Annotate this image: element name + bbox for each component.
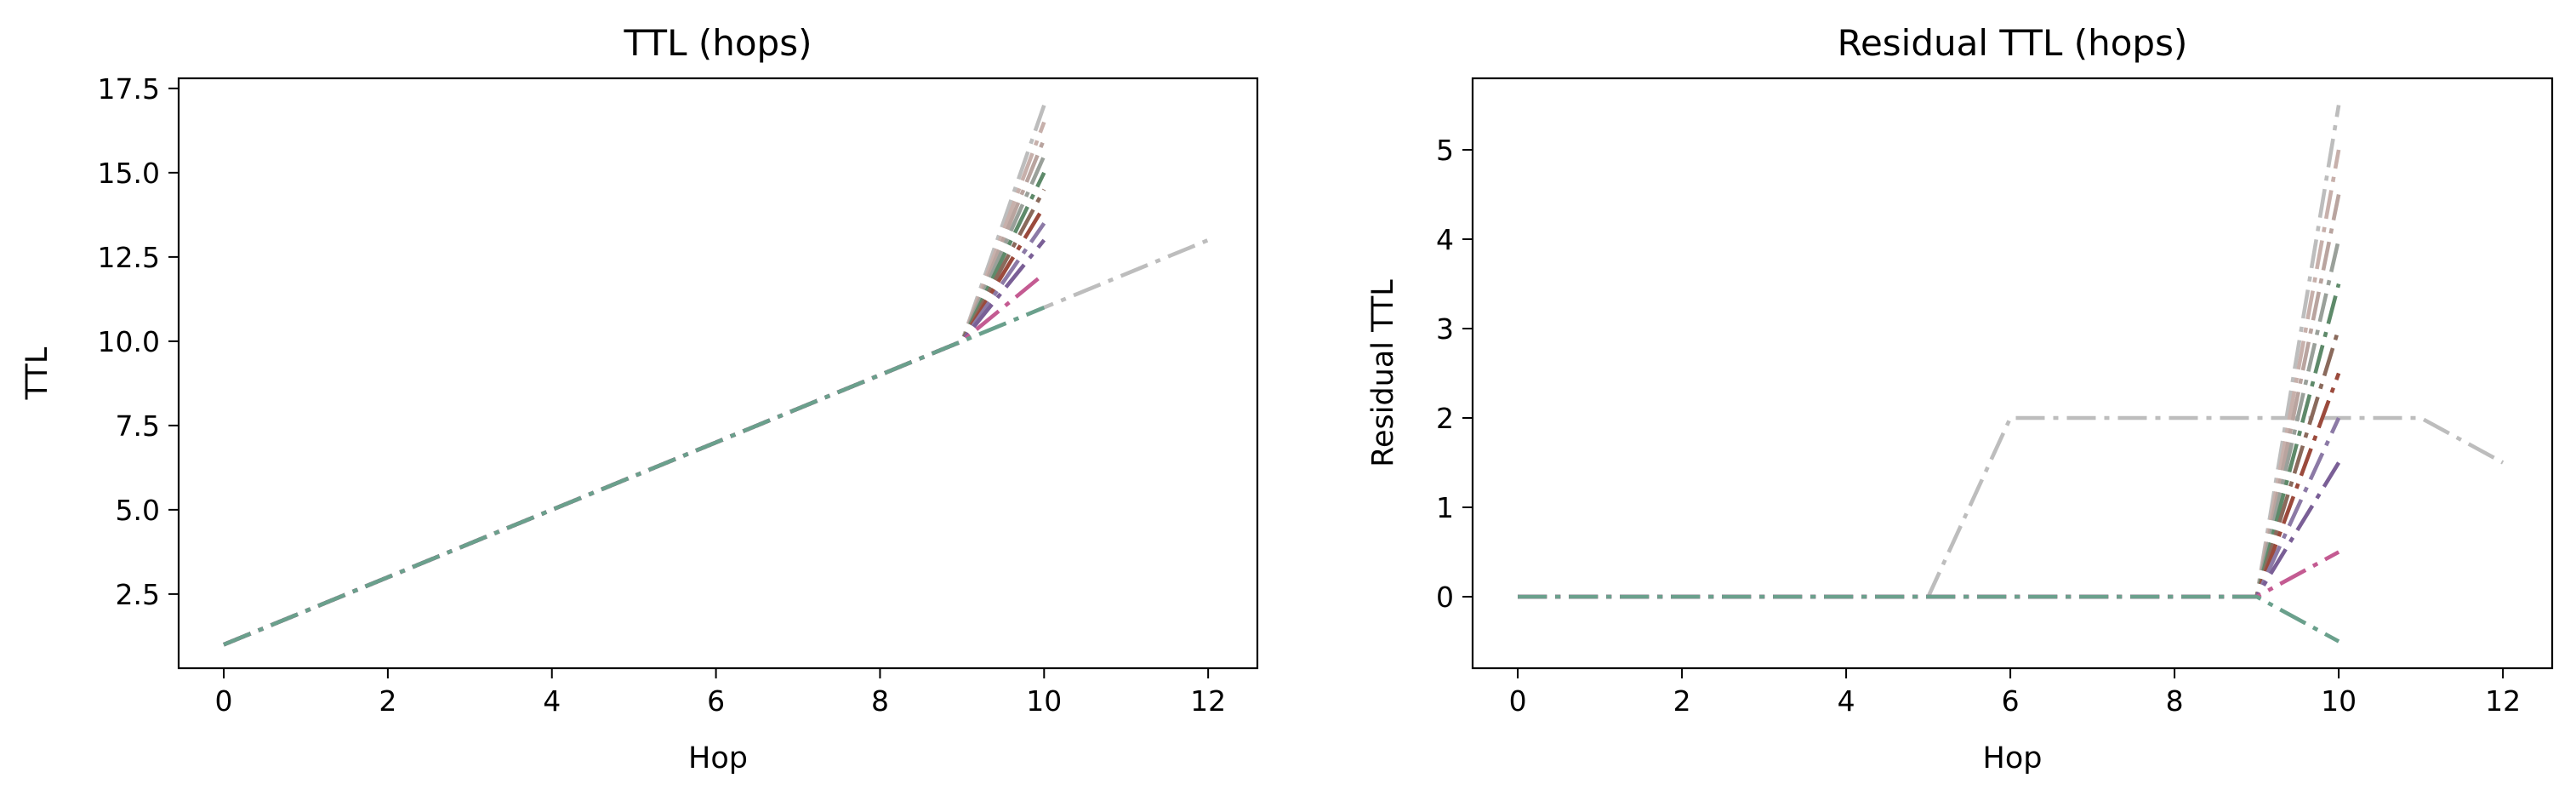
series-line-1: [1518, 415, 2505, 599]
x-axis-label: Hop: [688, 741, 748, 775]
y-tick-label: 0: [1436, 581, 1454, 614]
x-tick-label: 4: [543, 684, 561, 718]
y-tick-label: 1: [1436, 491, 1454, 524]
y-tick-label: 15.0: [98, 157, 160, 190]
x-tick-label: 0: [215, 684, 233, 718]
x-tick-label: 8: [2166, 684, 2184, 718]
series-line-8: [1518, 372, 2341, 599]
plot-frame: [177, 77, 1259, 670]
x-tick-label: 2: [379, 684, 396, 718]
series-line-4: [1518, 194, 2341, 599]
series-line-10: [1518, 461, 2341, 599]
chart-title: Residual TTL (hops): [1838, 22, 2188, 64]
x-tick-label: 12: [1190, 684, 1226, 718]
series-line-3: [223, 121, 1046, 647]
y-axis-label: TTL: [20, 346, 54, 400]
series-line-11: [1518, 550, 2340, 599]
x-tick-label: 10: [1026, 684, 1062, 718]
series-line-12: [223, 306, 1046, 647]
x-tick-label: 12: [2485, 684, 2521, 718]
series-line-3: [1518, 149, 2341, 599]
y-tick-label: 5: [1436, 134, 1454, 167]
series-line-2: [223, 104, 1046, 647]
x-tick-label: 2: [1673, 684, 1691, 718]
x-axis-label: Hop: [1983, 741, 2043, 775]
series-line-12: [1518, 594, 2340, 644]
chart-1: 0 2 4 6 8 10 12 2.5 5.0 7.5 10.0 12.5 15.0 17.5 TTL (h…: [20, 22, 1259, 775]
series-line-9: [223, 221, 1046, 647]
series-line-6: [223, 171, 1046, 647]
series-line-5: [223, 155, 1046, 647]
series-line-10: [223, 238, 1046, 647]
x-tick-label: 8: [871, 684, 889, 718]
series-line-11: [223, 272, 1046, 647]
series-line-4: [223, 138, 1046, 647]
y-tick-label: 12.5: [98, 241, 160, 274]
x-tick-label: 0: [1509, 684, 1527, 718]
y-tick-label: 5.0: [116, 494, 160, 527]
series-line-8: [223, 205, 1046, 647]
y-axis-label: Residual TTL: [1366, 279, 1400, 467]
x-tick-label: 10: [2321, 684, 2357, 718]
chart-title: TTL (hops): [624, 22, 812, 64]
x-tick-label: 6: [2002, 684, 2020, 718]
series-line-6: [1518, 283, 2341, 599]
y-tick-label: 17.5: [98, 72, 160, 106]
x-tick-label: 4: [1838, 684, 1855, 718]
series-line-2: [1518, 105, 2341, 599]
plot-frame: [1471, 77, 2554, 670]
series-group: [1518, 105, 2505, 644]
series-line-7: [223, 188, 1046, 647]
y-tick-label: 10.0: [98, 325, 160, 358]
series-line-9: [1518, 417, 2341, 599]
y-tick-label: 2: [1436, 402, 1454, 435]
series-line-7: [1518, 328, 2341, 599]
y-tick-label: 7.5: [116, 409, 160, 443]
series-line-5: [1518, 238, 2341, 599]
series-group: [223, 104, 1209, 647]
y-tick-label: 3: [1436, 312, 1454, 346]
y-tick-label: 4: [1436, 223, 1454, 256]
y-tick-label: 2.5: [116, 578, 160, 611]
x-tick-label: 6: [707, 684, 725, 718]
